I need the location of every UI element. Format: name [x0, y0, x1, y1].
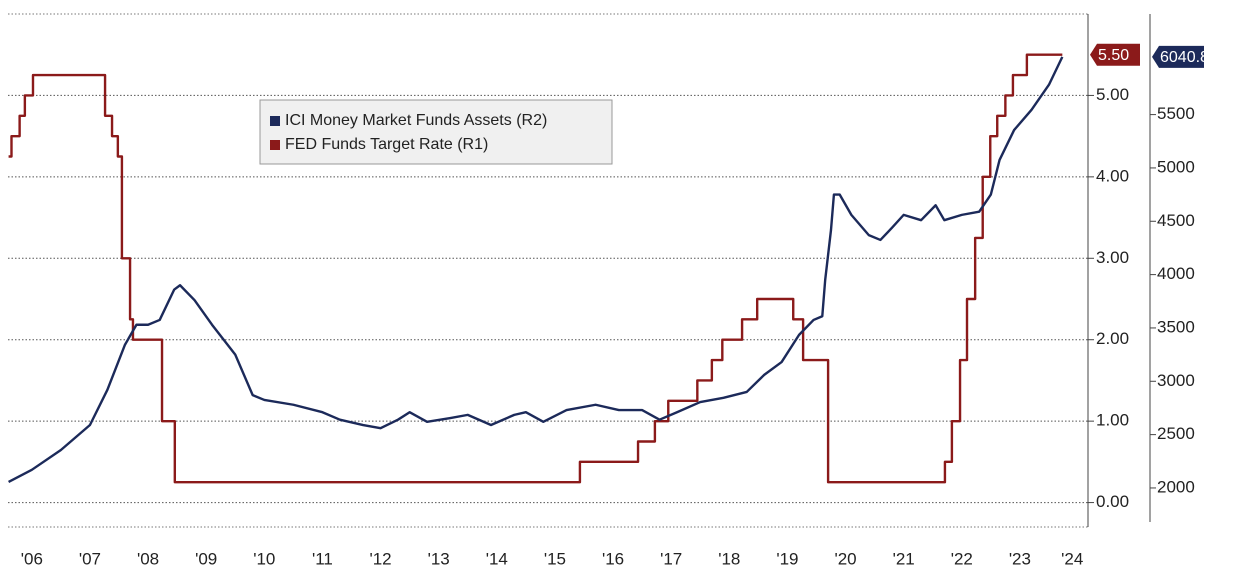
- y2-tick-label: 3500: [1157, 317, 1195, 336]
- y2-tick-label: 5500: [1157, 104, 1195, 123]
- x-tick-label: '14: [486, 549, 508, 568]
- y2-tick-label: 4500: [1157, 211, 1195, 230]
- legend-box: [259, 99, 613, 165]
- x-tick-label: '22: [951, 549, 973, 568]
- legend-label: ICI Money Market Funds Assets (R2): [285, 112, 547, 129]
- y-tick-label: 0.00: [1096, 492, 1129, 511]
- y-tick-label: 2.00: [1096, 329, 1129, 348]
- y-tick-label: 3.00: [1096, 248, 1129, 267]
- x-tick-label: '23: [1009, 549, 1031, 568]
- y-tick-label: 4.00: [1096, 166, 1129, 185]
- end-value-label: 6040.85: [1160, 49, 1218, 66]
- legend-swatch: [270, 116, 280, 126]
- x-tick-label: '19: [776, 549, 798, 568]
- y2-tick-label: 4000: [1157, 264, 1195, 283]
- x-tick-label: '17: [660, 549, 682, 568]
- x-tick-label: '10: [253, 549, 275, 568]
- x-tick-label: '21: [893, 549, 915, 568]
- x-tick-label: '15: [544, 549, 566, 568]
- y2-tick-label: 2000: [1157, 477, 1195, 496]
- x-tick-label: '13: [428, 549, 450, 568]
- y2-tick-label: 2500: [1157, 424, 1195, 443]
- x-tick-label: '08: [137, 549, 159, 568]
- end-value-label: 5.50: [1098, 47, 1129, 64]
- x-tick-label: '18: [718, 549, 740, 568]
- x-tick-label: '24: [1061, 549, 1083, 568]
- y-tick-label: 5.00: [1096, 85, 1129, 104]
- legend-swatch: [270, 140, 280, 150]
- legend: ICI Money Market Funds Assets (R2) FED Fu…: [259, 99, 613, 165]
- series-line: [8, 53, 1063, 484]
- x-tick-label: '09: [195, 549, 217, 568]
- x-tick-label: '20: [834, 549, 856, 568]
- x-tick-label: '07: [79, 549, 101, 568]
- x-tick-label: '16: [602, 549, 624, 568]
- series-line: [8, 56, 1064, 484]
- end-value-badge: [1152, 45, 1204, 68]
- y2-tick-label: 5000: [1157, 157, 1195, 176]
- legend-label: FED Funds Target Rate (R1): [285, 136, 488, 153]
- x-tick-label: '12: [369, 549, 391, 568]
- end-value-badge: [1090, 43, 1140, 66]
- y2-tick-label: 3000: [1157, 371, 1195, 390]
- y-tick-label: 1.00: [1096, 411, 1129, 430]
- x-tick-label: '11: [312, 549, 333, 568]
- x-tick-label: '06: [21, 549, 43, 568]
